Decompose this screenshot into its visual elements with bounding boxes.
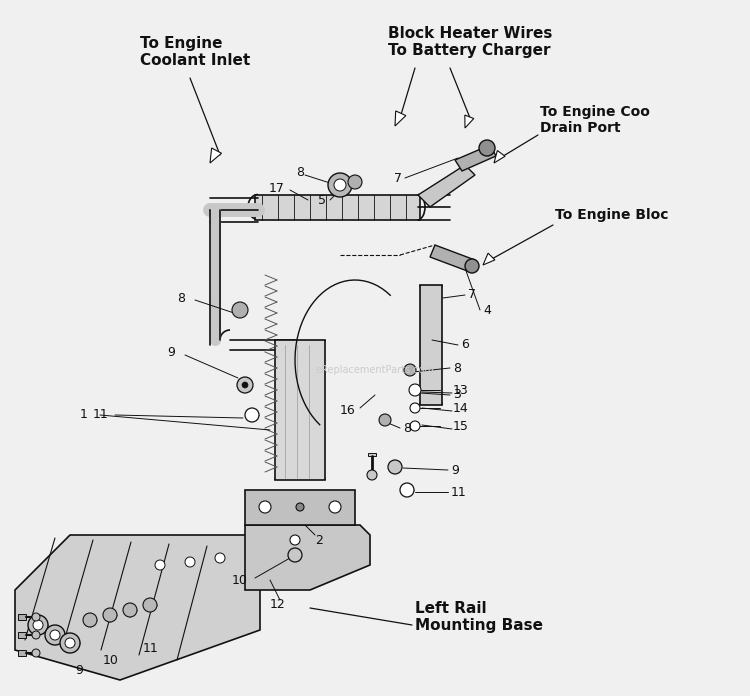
Circle shape bbox=[328, 173, 352, 197]
Polygon shape bbox=[483, 253, 495, 265]
Circle shape bbox=[103, 608, 117, 622]
Text: To Engine Bloc: To Engine Bloc bbox=[555, 208, 668, 222]
Circle shape bbox=[410, 421, 420, 431]
Circle shape bbox=[185, 557, 195, 567]
Text: 8: 8 bbox=[403, 422, 411, 434]
Circle shape bbox=[379, 414, 391, 426]
Text: 3: 3 bbox=[453, 388, 460, 402]
Text: 7: 7 bbox=[468, 289, 476, 301]
Circle shape bbox=[32, 613, 40, 621]
Polygon shape bbox=[15, 535, 260, 680]
Polygon shape bbox=[465, 115, 474, 128]
Text: 14: 14 bbox=[453, 402, 469, 415]
Circle shape bbox=[65, 638, 75, 648]
Circle shape bbox=[245, 408, 259, 422]
Circle shape bbox=[28, 615, 48, 635]
Circle shape bbox=[465, 259, 479, 273]
Text: 2: 2 bbox=[315, 534, 322, 546]
Circle shape bbox=[409, 384, 421, 396]
Text: 10: 10 bbox=[103, 654, 118, 667]
Circle shape bbox=[32, 631, 40, 639]
Bar bbox=[18, 614, 26, 620]
Text: 9: 9 bbox=[75, 663, 82, 677]
Text: Left Rail
Mounting Base: Left Rail Mounting Base bbox=[415, 601, 543, 633]
Circle shape bbox=[83, 613, 97, 627]
Text: 16: 16 bbox=[339, 404, 355, 416]
Bar bbox=[18, 632, 26, 638]
Text: 8: 8 bbox=[177, 292, 185, 305]
Polygon shape bbox=[418, 165, 475, 207]
Polygon shape bbox=[430, 245, 475, 272]
Bar bbox=[275, 340, 325, 480]
Text: 8: 8 bbox=[296, 166, 304, 178]
Circle shape bbox=[215, 553, 225, 563]
Circle shape bbox=[237, 377, 253, 393]
Polygon shape bbox=[245, 525, 370, 590]
Circle shape bbox=[410, 403, 420, 413]
Text: 6: 6 bbox=[461, 338, 469, 351]
Bar bbox=[245, 490, 355, 525]
Bar bbox=[368, 453, 376, 456]
Circle shape bbox=[143, 598, 157, 612]
Circle shape bbox=[60, 633, 80, 653]
Text: 7: 7 bbox=[394, 171, 402, 184]
Text: 11: 11 bbox=[451, 486, 466, 498]
Circle shape bbox=[242, 382, 248, 388]
Polygon shape bbox=[210, 148, 221, 163]
Circle shape bbox=[155, 560, 165, 570]
Circle shape bbox=[388, 460, 402, 474]
Circle shape bbox=[400, 483, 414, 497]
Text: 13: 13 bbox=[453, 383, 469, 397]
Text: 12: 12 bbox=[270, 599, 286, 612]
Text: To Engine Coo
Drain Port: To Engine Coo Drain Port bbox=[540, 105, 650, 135]
Polygon shape bbox=[455, 145, 496, 171]
Circle shape bbox=[259, 501, 271, 513]
Polygon shape bbox=[494, 150, 505, 163]
Text: eReplacementParts.com: eReplacementParts.com bbox=[316, 365, 434, 375]
Bar bbox=[420, 285, 442, 405]
Text: 9: 9 bbox=[451, 464, 459, 477]
Circle shape bbox=[329, 501, 341, 513]
Text: 8: 8 bbox=[453, 361, 461, 374]
Circle shape bbox=[123, 603, 137, 617]
Text: 15: 15 bbox=[453, 420, 469, 432]
Bar bbox=[18, 650, 26, 656]
Text: 1: 1 bbox=[80, 409, 88, 422]
Text: 4: 4 bbox=[483, 303, 490, 317]
Circle shape bbox=[50, 630, 60, 640]
Circle shape bbox=[288, 548, 302, 562]
Circle shape bbox=[290, 535, 300, 545]
Text: 9: 9 bbox=[167, 345, 175, 358]
Polygon shape bbox=[255, 195, 420, 220]
Text: 17: 17 bbox=[269, 182, 285, 194]
Circle shape bbox=[32, 649, 40, 657]
Circle shape bbox=[404, 364, 416, 376]
Text: 11: 11 bbox=[92, 409, 108, 422]
Circle shape bbox=[348, 175, 362, 189]
Text: Block Heater Wires
To Battery Charger: Block Heater Wires To Battery Charger bbox=[388, 26, 552, 58]
Polygon shape bbox=[395, 111, 406, 126]
Circle shape bbox=[479, 140, 495, 156]
Circle shape bbox=[410, 385, 420, 395]
Circle shape bbox=[367, 470, 377, 480]
Circle shape bbox=[296, 503, 304, 511]
Circle shape bbox=[232, 302, 248, 318]
Text: 10: 10 bbox=[232, 574, 248, 587]
Circle shape bbox=[334, 179, 346, 191]
Text: 11: 11 bbox=[143, 642, 159, 654]
Circle shape bbox=[45, 625, 65, 645]
Text: 5: 5 bbox=[318, 193, 326, 207]
Text: To Engine
Coolant Inlet: To Engine Coolant Inlet bbox=[140, 35, 250, 68]
Circle shape bbox=[33, 620, 43, 630]
